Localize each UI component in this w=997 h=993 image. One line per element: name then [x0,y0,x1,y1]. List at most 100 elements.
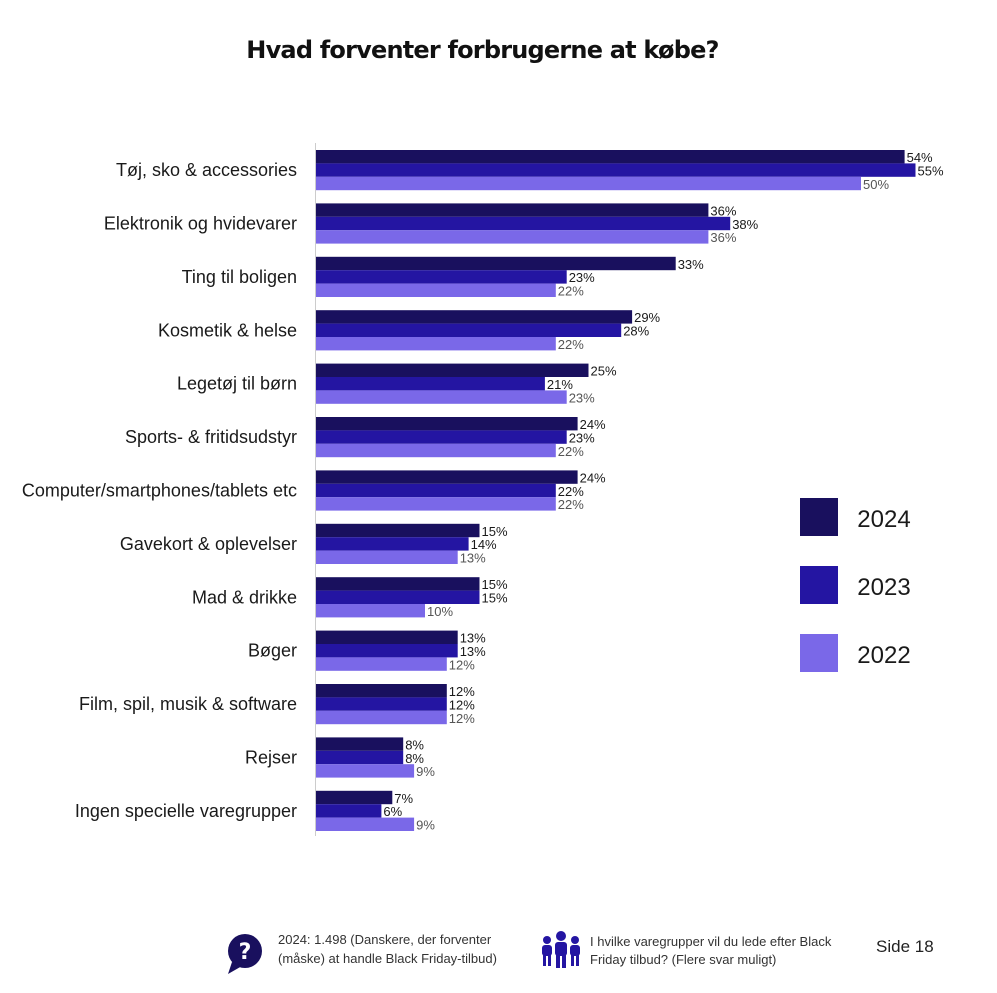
data-label: 25% [591,364,617,379]
data-label: 15% [482,524,508,539]
bar [316,644,458,658]
bar [316,497,556,511]
data-label: 8% [405,737,424,752]
bar [316,417,578,431]
bar [316,804,382,818]
bar [316,323,622,337]
speech-bubble-question-icon: ? [222,932,268,976]
data-label: 23% [569,390,595,405]
data-label: 12% [449,697,475,712]
category-label: Ingen specielle varegrupper [75,801,297,821]
category-label: Kosmetik & helse [158,320,297,340]
bar [316,657,447,671]
data-label: 50% [863,177,889,192]
category-label: Computer/smartphones/tablets etc [22,481,297,501]
data-label: 24% [580,470,606,485]
sample-note: 2024: 1.498 (Danskere, der forventer (må… [278,932,497,966]
data-label: 12% [449,711,475,726]
data-label: 14% [471,537,497,552]
data-label: 23% [569,270,595,285]
legend-swatch [800,566,838,604]
data-label: 33% [678,257,704,272]
bar [316,150,905,164]
data-label: 9% [416,818,435,833]
data-label: 22% [558,484,584,499]
data-label: 12% [449,657,475,672]
value-labels: 54%55%50%36%38%36%33%23%22%29%28%22%25%2… [383,150,944,833]
bar [316,176,861,191]
category-label: Film, spil, musik & software [79,694,297,714]
data-label: 12% [449,684,475,699]
bar [316,216,731,231]
bar [316,590,480,604]
data-label: 22% [558,337,584,352]
category-label: Mad & drikke [192,587,297,607]
bar [316,577,480,591]
category-label: Legetøj til børn [177,374,297,394]
legend-swatch [800,634,838,672]
category-label: Bøger [248,641,297,661]
data-label: 15% [482,577,508,592]
bar [316,550,458,564]
bar [316,430,567,444]
data-label: 7% [394,791,413,806]
bar [316,750,404,765]
bar [316,363,589,377]
bar [316,684,447,698]
bar [316,604,425,618]
legend-swatch [800,498,838,536]
data-label: 22% [558,497,584,512]
bar [316,523,480,538]
data-label: 13% [460,631,486,646]
page-number: Side 18 [876,937,934,956]
legend: 2024 2023 2022 [800,498,911,672]
bar [316,377,545,391]
bar [316,310,633,324]
data-label: 36% [710,230,736,245]
legend-label: 2024 [857,506,910,533]
category-labels: Tøj, sko & accessories Elektronik og hvid… [22,160,297,821]
bar [316,817,415,831]
data-label: 22% [558,284,584,299]
data-label: 54% [907,150,933,165]
bar [316,470,578,484]
data-label: 13% [460,551,486,566]
data-label: 21% [547,377,573,392]
data-label: 6% [383,804,402,819]
bar [316,737,404,751]
bar [316,256,676,271]
svg-text:?: ? [239,940,252,965]
category-label: Elektronik og hvidevarer [104,214,297,234]
data-label: 8% [405,751,424,766]
bar [316,163,916,177]
data-label: 36% [710,203,736,218]
bar [316,283,556,297]
bar [316,270,567,284]
data-label: 10% [427,604,453,619]
category-label: Gavekort & oplevelser [120,534,297,554]
category-label: Rejser [245,748,297,768]
bar [316,337,556,351]
bars [316,150,916,831]
bar [316,630,458,644]
category-label: Ting til boligen [182,267,297,287]
bar [316,537,469,551]
data-label: 38% [732,217,758,232]
bar [316,710,447,725]
bar [316,790,393,805]
bar [316,203,709,217]
data-label: 29% [634,310,660,325]
bar [316,697,447,711]
bar [316,230,709,244]
category-label: Tøj, sko & accessories [116,160,297,180]
legend-label: 2022 [857,642,910,669]
data-label: 13% [460,644,486,659]
data-label: 9% [416,764,435,779]
data-label: 24% [580,417,606,432]
people-group-icon [540,930,582,970]
data-label: 28% [623,324,649,339]
bar [316,764,415,778]
data-label: 22% [558,444,584,459]
survey-question: I hvilke varegrupper vil du lede efter B… [590,934,832,967]
